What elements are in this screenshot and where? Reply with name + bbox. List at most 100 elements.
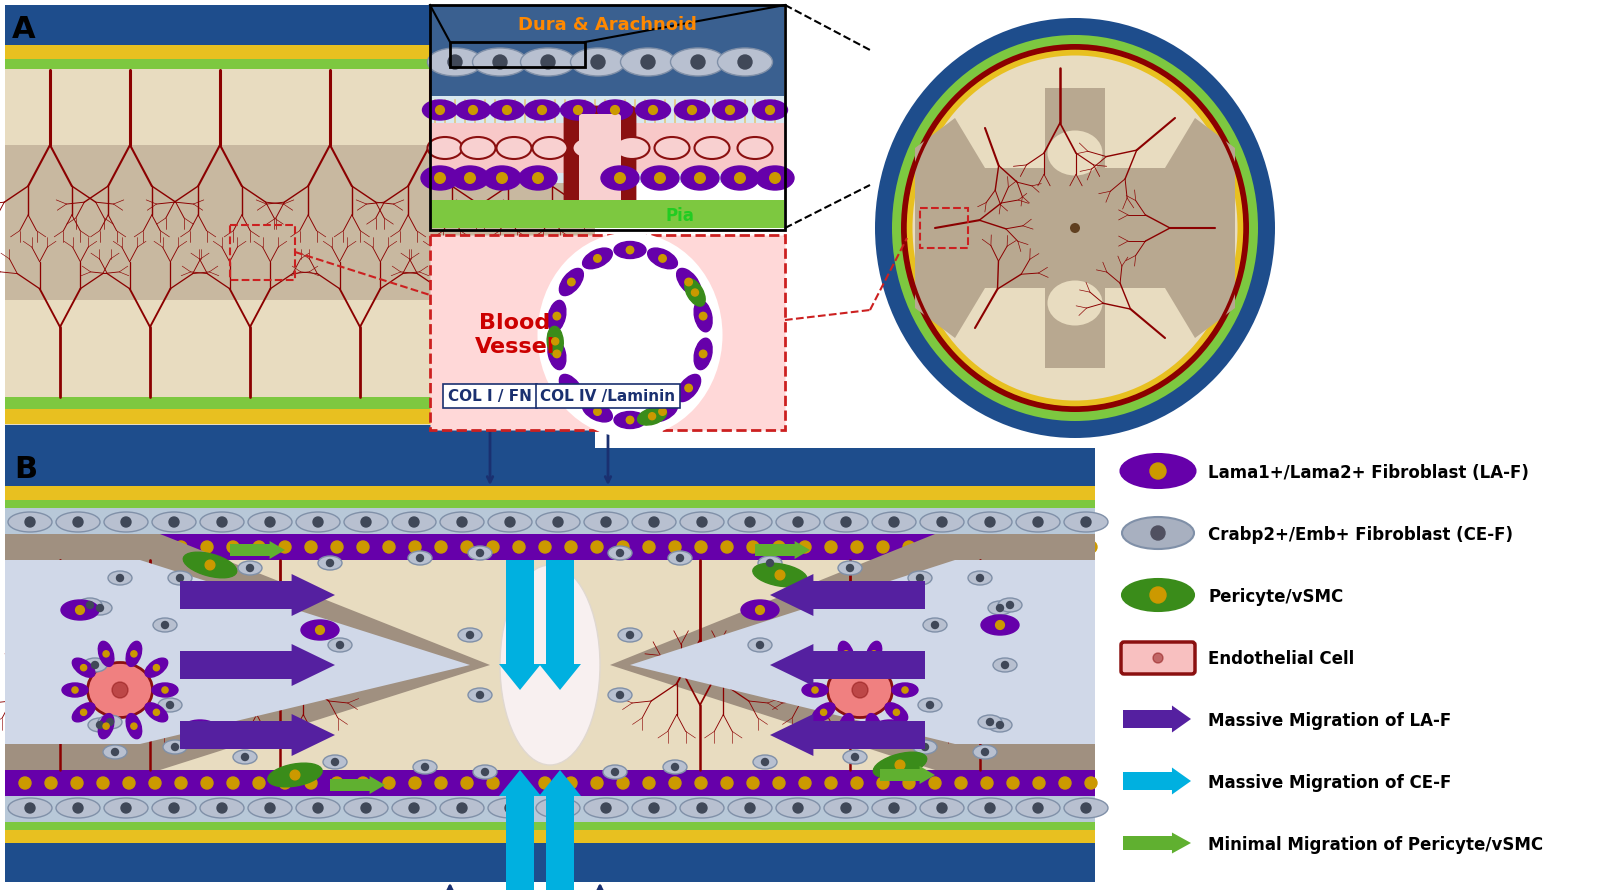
Circle shape <box>149 541 162 553</box>
Circle shape <box>590 55 605 69</box>
Bar <box>5 448 1094 488</box>
Circle shape <box>568 279 574 286</box>
Circle shape <box>659 255 666 263</box>
Circle shape <box>626 247 634 254</box>
Circle shape <box>91 661 99 668</box>
Circle shape <box>336 642 344 649</box>
Circle shape <box>997 604 1003 611</box>
Circle shape <box>435 106 445 115</box>
FancyArrow shape <box>1123 832 1190 854</box>
Ellipse shape <box>648 401 677 422</box>
Ellipse shape <box>421 166 459 190</box>
Circle shape <box>565 777 578 789</box>
Circle shape <box>955 541 966 553</box>
FancyArrow shape <box>755 541 810 559</box>
Text: Dura & Arachnoid: Dura & Arachnoid <box>518 16 698 34</box>
Circle shape <box>1070 223 1080 233</box>
Circle shape <box>461 777 474 789</box>
Circle shape <box>19 777 30 789</box>
Ellipse shape <box>1064 512 1107 532</box>
Circle shape <box>98 777 109 789</box>
Circle shape <box>986 803 995 813</box>
Ellipse shape <box>146 703 168 722</box>
Circle shape <box>80 665 86 671</box>
Ellipse shape <box>694 300 712 332</box>
Circle shape <box>694 173 706 183</box>
Ellipse shape <box>901 44 1250 412</box>
Circle shape <box>1154 653 1163 663</box>
Text: A: A <box>13 15 35 44</box>
Circle shape <box>856 661 864 668</box>
Circle shape <box>1006 602 1013 609</box>
Circle shape <box>290 770 299 780</box>
Bar <box>430 123 784 173</box>
Circle shape <box>112 748 118 756</box>
Circle shape <box>45 541 58 553</box>
Circle shape <box>218 517 227 527</box>
Ellipse shape <box>754 755 778 769</box>
Circle shape <box>738 55 752 69</box>
Ellipse shape <box>838 714 854 739</box>
Ellipse shape <box>752 100 787 120</box>
Circle shape <box>326 560 333 567</box>
Ellipse shape <box>677 375 701 401</box>
Circle shape <box>149 777 162 789</box>
Ellipse shape <box>885 658 907 677</box>
Bar <box>5 486 1094 844</box>
FancyArrow shape <box>230 541 285 559</box>
Circle shape <box>1002 661 1008 668</box>
Ellipse shape <box>685 279 706 306</box>
Circle shape <box>554 517 563 527</box>
Circle shape <box>1006 541 1019 553</box>
Text: Massive Migration of CE-F: Massive Migration of CE-F <box>1208 774 1451 792</box>
Circle shape <box>931 621 939 628</box>
Ellipse shape <box>467 688 493 702</box>
Ellipse shape <box>344 798 387 818</box>
Circle shape <box>677 554 683 562</box>
Circle shape <box>166 701 173 708</box>
Circle shape <box>826 777 837 789</box>
FancyArrow shape <box>539 770 581 890</box>
FancyArrow shape <box>499 560 541 690</box>
FancyArrow shape <box>330 776 386 794</box>
Ellipse shape <box>1122 579 1194 611</box>
Ellipse shape <box>923 618 947 632</box>
Ellipse shape <box>72 658 94 677</box>
Circle shape <box>266 803 275 813</box>
Ellipse shape <box>61 600 99 620</box>
Circle shape <box>902 687 909 693</box>
Circle shape <box>331 758 339 765</box>
FancyBboxPatch shape <box>565 107 635 222</box>
Circle shape <box>227 777 238 789</box>
Ellipse shape <box>200 798 243 818</box>
Ellipse shape <box>754 563 806 587</box>
Circle shape <box>170 803 179 813</box>
Circle shape <box>602 803 611 813</box>
Circle shape <box>659 408 666 416</box>
Circle shape <box>851 754 859 760</box>
Ellipse shape <box>547 300 566 332</box>
Circle shape <box>997 722 1003 729</box>
Ellipse shape <box>1122 517 1194 549</box>
Circle shape <box>747 777 758 789</box>
Circle shape <box>766 560 773 567</box>
Ellipse shape <box>461 137 496 159</box>
Ellipse shape <box>582 248 613 269</box>
Circle shape <box>1150 463 1166 479</box>
Bar <box>5 425 595 467</box>
Circle shape <box>574 106 582 115</box>
Ellipse shape <box>654 137 690 159</box>
Ellipse shape <box>776 798 819 818</box>
Circle shape <box>131 651 138 657</box>
Circle shape <box>154 709 160 716</box>
Ellipse shape <box>872 512 915 532</box>
Circle shape <box>314 517 323 527</box>
Circle shape <box>493 55 507 69</box>
Ellipse shape <box>126 714 142 739</box>
Circle shape <box>131 723 138 729</box>
Circle shape <box>926 701 933 708</box>
Ellipse shape <box>637 408 667 425</box>
Circle shape <box>539 777 550 789</box>
Ellipse shape <box>413 760 437 774</box>
Bar <box>5 145 595 300</box>
